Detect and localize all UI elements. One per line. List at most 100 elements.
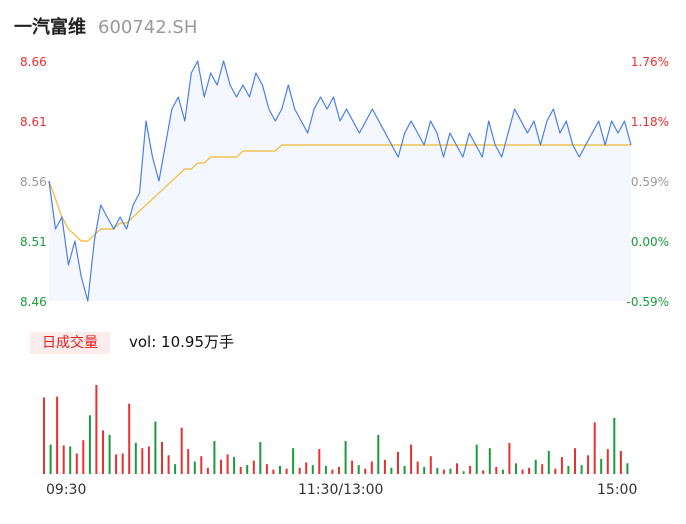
volume-bar	[397, 451, 399, 475]
volume-bar	[600, 458, 603, 474]
time-label-close: 15:00	[597, 482, 638, 498]
volume-bar	[49, 444, 52, 474]
volume-bar	[102, 430, 104, 474]
volume-bar	[292, 448, 295, 474]
average-price-line	[48, 144, 631, 242]
price-tick-label: 8.56	[20, 175, 47, 189]
volume-bar	[508, 442, 511, 474]
percent-tick-label: 0.00%	[630, 235, 669, 249]
volume-bar	[279, 466, 281, 474]
volume-bar	[75, 453, 78, 474]
volume-bar	[141, 448, 144, 474]
price-line	[48, 60, 632, 302]
volume-bar	[56, 396, 59, 474]
volume-bar	[62, 445, 65, 474]
volume-bar	[613, 417, 616, 474]
volume-bar	[442, 469, 445, 475]
volume-bar	[410, 444, 413, 474]
volume-bar	[560, 457, 563, 474]
price-area-fill	[49, 61, 631, 301]
volume-bar	[593, 422, 596, 474]
volume-readout: vol: 10.95万手	[129, 333, 234, 351]
volume-bar	[134, 442, 137, 474]
volume-bar	[213, 441, 216, 474]
volume-bar	[344, 441, 347, 474]
percent-tick-label: -0.59%	[626, 295, 669, 309]
volume-bar	[259, 442, 262, 474]
percent-tick-label: 1.18%	[630, 115, 669, 129]
volume-bar	[108, 434, 111, 474]
volume-bar	[377, 434, 380, 474]
volume-bar	[528, 467, 531, 474]
volume-bar	[272, 469, 275, 475]
percent-tick-label: 0.59%	[630, 175, 669, 189]
price-tick-label: 8.66	[20, 55, 47, 69]
volume-bar	[82, 440, 85, 474]
volume-bar	[521, 469, 524, 475]
volume-bar	[115, 454, 118, 474]
volume-bar	[128, 403, 131, 474]
volume-bar	[187, 449, 190, 474]
volume-bar	[351, 460, 354, 474]
volume-bar	[462, 471, 465, 474]
stock-code: 600742.SH	[98, 17, 198, 38]
volume-bar	[233, 457, 236, 474]
daily-volume-tab[interactable]: 日成交量	[30, 332, 110, 354]
volume-bar	[501, 469, 504, 475]
volume-bar	[541, 464, 544, 474]
time-label-open: 09:30	[46, 482, 87, 498]
volume-bar	[338, 466, 340, 474]
volume-bar	[193, 461, 196, 474]
volume-bar	[469, 466, 472, 474]
volume-bar	[174, 464, 177, 474]
volume-bar	[606, 449, 609, 474]
volume-bar	[88, 415, 91, 474]
volume-bar	[95, 385, 98, 474]
volume-bar	[567, 466, 570, 474]
volume-bar	[331, 469, 334, 475]
volume-bar	[574, 448, 576, 474]
price-tick-label: 8.51	[20, 235, 47, 249]
volume-bar	[423, 466, 426, 474]
volume-bar	[167, 455, 170, 474]
volume-bar	[554, 468, 557, 474]
volume-bar	[220, 459, 222, 474]
volume-bar	[121, 453, 124, 474]
volume-bar	[482, 470, 485, 474]
volume-bar	[324, 466, 327, 474]
volume-bar	[390, 467, 393, 474]
volume-bar	[161, 442, 163, 474]
volume-bar	[383, 459, 386, 474]
volume-bar	[475, 444, 478, 474]
volume-bar	[311, 465, 314, 474]
time-label-midday: 11:30/13:00	[298, 482, 384, 498]
volume-bar	[239, 466, 242, 474]
volume-bar	[587, 455, 590, 474]
volume-bar	[154, 421, 157, 474]
volume-bar	[364, 468, 367, 474]
volume-bar	[200, 456, 203, 474]
volume-bar	[547, 450, 550, 474]
percent-tick-label: 1.76%	[630, 55, 669, 69]
volume-bar	[305, 462, 308, 474]
volume-bar	[515, 463, 517, 474]
volume-bar	[298, 467, 301, 474]
volume-bar	[416, 461, 419, 474]
volume-bar	[357, 465, 360, 474]
volume-bar	[436, 467, 439, 474]
volume-bar	[43, 397, 45, 474]
volume-bar	[626, 463, 629, 474]
volume-bar	[488, 448, 491, 474]
volume-bar	[180, 427, 183, 474]
volume-bar	[429, 456, 432, 474]
volume-bar	[147, 446, 150, 474]
volume-bar	[449, 468, 452, 474]
volume-bar	[534, 459, 537, 474]
volume-bar	[370, 461, 373, 474]
price-tick-label: 8.61	[20, 115, 47, 129]
volume-bar	[580, 465, 583, 474]
volume-bar	[206, 467, 209, 474]
volume-bar	[318, 449, 321, 474]
volume-bar	[285, 468, 288, 474]
